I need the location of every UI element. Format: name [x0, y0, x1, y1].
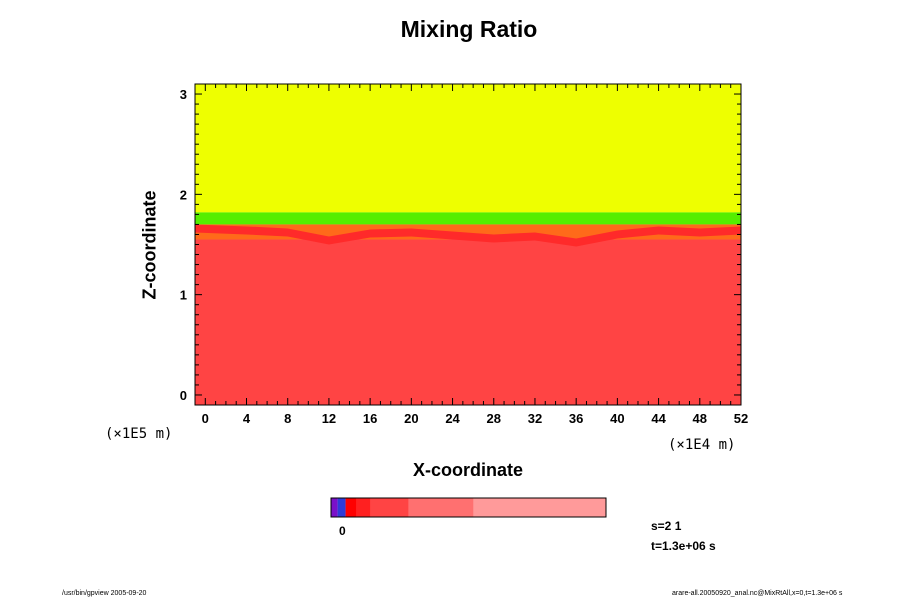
colorbar: [330, 497, 607, 518]
x-tick-label: 20: [404, 411, 418, 426]
y-axis-unit: (×1E5 m): [105, 426, 173, 442]
time-annotation: t=1.3e+06 s: [651, 539, 716, 553]
x-tick-label: 28: [487, 411, 501, 426]
x-tick-label: 0: [202, 411, 209, 426]
x-tick-label: 40: [610, 411, 624, 426]
colorbar-frame: [330, 497, 607, 518]
field-layer-1: [195, 212, 741, 225]
colorbar-segment-0: [331, 498, 338, 517]
x-tick-label: 44: [651, 411, 666, 426]
colorbar-segment-4: [370, 498, 409, 517]
x-tick-label: 24: [445, 411, 460, 426]
x-tick-label: 12: [322, 411, 336, 426]
field-layer-0: [195, 84, 741, 213]
heatmap-field: [195, 84, 741, 405]
colorbar-label: 0: [339, 524, 346, 538]
y-tick-label: 3: [180, 87, 187, 102]
footer-right: arare-all.20050920_anal.nc@MixRtAll,x=0,…: [672, 590, 843, 597]
step-annotation: s=2 1: [651, 519, 682, 533]
y-tick-label: 2: [180, 187, 187, 202]
y-tick-label: 0: [180, 388, 187, 403]
colorbar-segment-5: [408, 498, 474, 517]
x-tick-label: 4: [243, 411, 251, 426]
colorbar-segment-3: [356, 498, 371, 517]
x-tick-label: 36: [569, 411, 583, 426]
x-tick-label: 16: [363, 411, 377, 426]
x-tick-label: 52: [734, 411, 748, 426]
field-layer-3: [195, 239, 741, 405]
colorbar-segment-1: [337, 498, 346, 517]
colorbar-segment-6: [473, 498, 606, 517]
x-tick-label: 32: [528, 411, 542, 426]
footer-left: /usr/bin/gpview 2005-09-20: [62, 590, 147, 597]
x-axis-unit: (×1E4 m): [668, 437, 736, 453]
colorbar-segment-2: [345, 498, 357, 517]
field-interface-band: [195, 222, 741, 247]
x-tick-label: 8: [284, 411, 291, 426]
x-tick-label: 48: [693, 411, 707, 426]
y-tick-label: 1: [180, 288, 187, 303]
chart-title: Mixing Ratio: [400, 16, 538, 42]
x-axis-label: X-coordinate: [412, 460, 524, 480]
